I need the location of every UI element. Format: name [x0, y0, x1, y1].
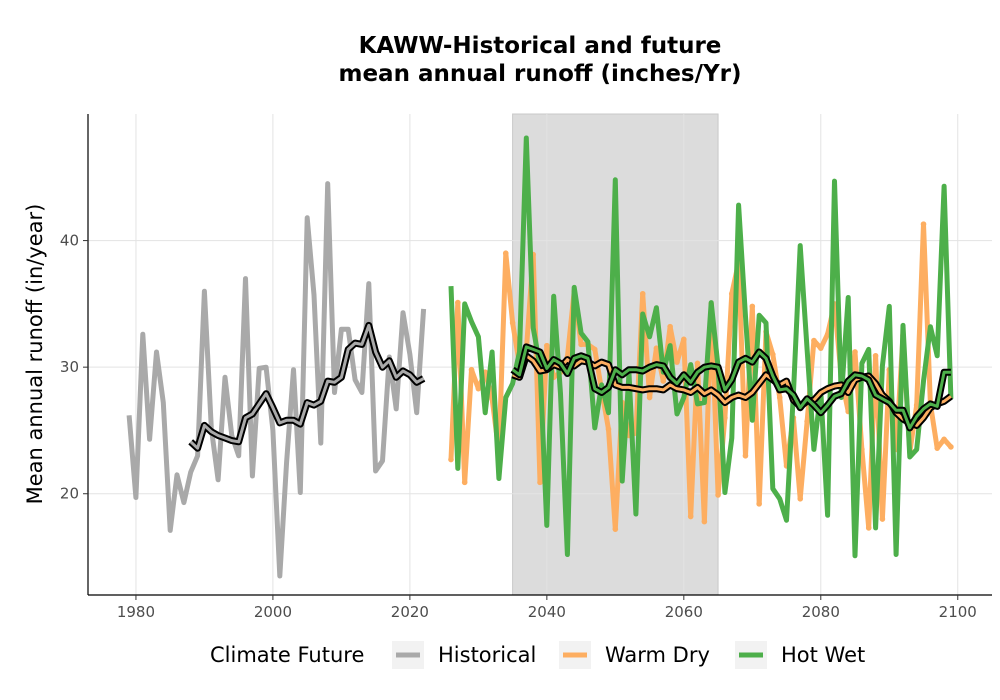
warm-dry-point	[865, 525, 872, 531]
series-line-historical	[126, 181, 427, 579]
y-axis-label: Mean annual runoff (in/year)	[23, 204, 47, 505]
warm-dry-point	[811, 337, 817, 344]
x-tick-label: 2080	[802, 603, 840, 621]
warm-dry-point	[475, 385, 482, 392]
warm-dry-point	[605, 426, 612, 432]
warm-dry-point	[612, 526, 619, 532]
warm-dry-point	[694, 360, 701, 367]
warm-dry-point	[742, 452, 749, 459]
legend-label-historical: Historical	[438, 643, 536, 667]
y-tick-label: 40	[60, 232, 79, 250]
warm-dry-point	[639, 290, 646, 297]
x-tick-label: 2040	[528, 603, 566, 621]
warm-dry-point	[797, 496, 804, 502]
legend-label-warm-dry: Warm Dry	[605, 643, 710, 667]
warm-dry-point	[749, 303, 756, 310]
warm-dry-point	[660, 378, 667, 384]
warm-dry-point	[948, 444, 954, 450]
legend-label-hot-wet: Hot Wet	[781, 643, 865, 667]
warm-dry-point	[701, 518, 708, 525]
chart-title-line-1: KAWW-Historical and future	[359, 33, 722, 59]
warm-dry-point	[728, 290, 735, 297]
warm-dry-point	[468, 366, 475, 373]
warm-dry-point	[920, 221, 927, 227]
warm-dry-point	[544, 342, 550, 349]
warm-dry-point	[681, 336, 687, 343]
warm-dry-point	[591, 346, 598, 353]
series-line-hot-wet-trend	[511, 345, 951, 430]
warm-dry-point	[756, 501, 762, 507]
chart-title-line-2: mean annual runoff (inches/Yr)	[338, 61, 741, 87]
warm-dry-point	[934, 445, 941, 451]
warm-dry-point	[667, 323, 673, 330]
x-tick-label: 1980	[117, 603, 155, 621]
warm-dry-point	[674, 359, 680, 365]
warm-dry-point	[578, 341, 584, 348]
warm-dry-point	[804, 418, 810, 425]
warm-dry-point	[722, 414, 728, 421]
tick-labels: 1980 2000 2020 2040 2060 2080 2100 20 30 40	[60, 232, 977, 621]
warm-dry-point	[448, 456, 454, 463]
warm-dry-point	[872, 352, 879, 359]
warm-dry-point	[852, 349, 858, 355]
series-line-historical-trend	[189, 323, 425, 450]
x-tick-label: 2020	[391, 603, 429, 621]
warm-dry-point	[646, 394, 653, 401]
warm-dry-point	[455, 299, 461, 306]
warm-dry-point	[461, 479, 468, 486]
warm-dry-point	[879, 516, 886, 522]
warm-dry-point	[770, 351, 776, 358]
warm-dry-point	[715, 492, 721, 498]
axes	[87, 114, 992, 596]
series-line-hot-wet	[448, 135, 954, 559]
y-tick-label: 30	[60, 358, 79, 376]
warm-dry-point	[687, 513, 694, 520]
legend-title: Climate Future	[210, 643, 364, 667]
x-tick-label: 2000	[254, 603, 292, 621]
x-tick-label: 2060	[665, 603, 703, 621]
warm-dry-point	[653, 345, 660, 351]
warm-dry-point	[776, 394, 783, 401]
warm-dry-point	[537, 479, 543, 486]
warm-dry-point	[817, 345, 824, 351]
warm-dry-point	[502, 250, 509, 257]
warm-dry-point	[509, 320, 516, 326]
x-tick-label: 2100	[939, 603, 977, 621]
y-tick-label: 20	[60, 485, 79, 503]
warm-dry-point	[913, 402, 920, 408]
legend: Climate Future Historical Warm Dry Hot Wet	[210, 641, 865, 669]
warm-dry-point	[941, 436, 947, 443]
series-layer	[126, 135, 954, 579]
